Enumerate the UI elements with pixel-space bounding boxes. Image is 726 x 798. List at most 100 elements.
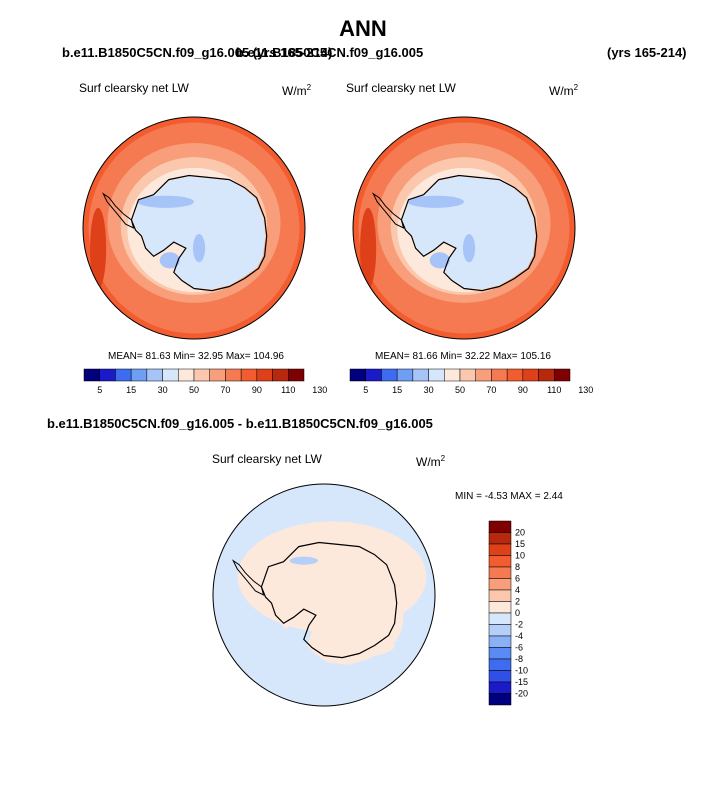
colorbar2-swatch-7	[459, 368, 476, 382]
panel2-field	[353, 117, 575, 339]
colorbar1-swatch-11	[256, 368, 273, 382]
panel2-border	[352, 116, 576, 340]
colorbar3-swatch-3	[488, 555, 512, 568]
colorbar3-label-3: 8	[515, 562, 520, 572]
colorbar3-swatch-2	[488, 543, 512, 556]
colorbar1-label-90: 90	[252, 385, 262, 395]
panel3-zone-neg	[289, 556, 318, 565]
colorbar3-label-1: 15	[515, 539, 525, 549]
panel2-zone-50b	[429, 252, 450, 269]
panel2-unit-exp: 2	[573, 83, 579, 92]
colorbar2-swatch-13	[554, 368, 571, 382]
panel1-peninsula	[101, 192, 135, 229]
panel1-zone-110	[90, 207, 107, 289]
panel2-unit: W/m2	[549, 83, 578, 98]
colorbar2-label-15: 15	[392, 385, 402, 395]
colorbar3-swatch-8	[488, 612, 512, 625]
colorbar3-swatch-5	[488, 578, 512, 591]
colorbar3-swatch-15	[488, 693, 512, 706]
colorbar2-swatch-9	[491, 368, 508, 382]
panel2-unit-text: W/m	[549, 84, 574, 98]
colorbar2-swatch-0	[349, 368, 366, 382]
colorbar3-swatch-7	[488, 601, 512, 614]
colorbar3-swatch-0	[488, 520, 512, 533]
colorbar3-swatch-14	[488, 681, 512, 694]
colorbar1-swatch-7	[193, 368, 210, 382]
panel3-zone-pos3	[313, 633, 395, 658]
panel1-coastline	[130, 174, 268, 292]
panel1-unit: W/m2	[282, 83, 311, 98]
colorbar3-label-8: -2	[515, 620, 523, 630]
colorbar2-swatch-10	[506, 368, 524, 382]
colorbar3-swatch-11	[488, 647, 512, 660]
panel3-unit: W/m2	[416, 454, 445, 469]
colorbar3-label-5: 4	[515, 585, 520, 595]
colorbar1-swatch-12	[272, 368, 289, 382]
colorbar3-label-0: 20	[515, 528, 525, 538]
panel2-label: Surf clearsky net LW	[346, 81, 456, 95]
panel3-stats: MIN = -4.53 MAX = 2.44	[455, 491, 563, 502]
colorbar1-label-15: 15	[126, 385, 136, 395]
colorbar1-swatch-8	[209, 368, 226, 382]
panel1-unit-text: W/m	[282, 84, 307, 98]
panel2-map	[352, 116, 576, 340]
panel1-label: Surf clearsky net LW	[79, 81, 189, 95]
panel3-unit-text: W/m	[416, 455, 441, 469]
colorbar1-label-50: 50	[189, 385, 199, 395]
panel3-peninsula	[231, 559, 265, 596]
panel3-border	[212, 483, 436, 707]
figure-title: ANN	[339, 16, 387, 41]
colorbar1-swatch-2	[115, 368, 132, 382]
colorbar2-label-50: 50	[455, 385, 465, 395]
colorbar3-label-4: 6	[515, 574, 520, 584]
colorbar1-swatch-9	[225, 368, 242, 382]
colorbar3-label-11: -8	[515, 654, 523, 664]
colorbar2-label-5: 5	[363, 385, 368, 395]
colorbar3-label-13: -15	[515, 677, 528, 687]
panel3-coastline	[260, 541, 398, 659]
panel2-peninsula	[371, 192, 405, 229]
colorbar2-swatch-6	[444, 368, 461, 382]
colorbar2-label-110: 110	[547, 385, 561, 395]
colorbar1-swatch-10	[240, 368, 258, 382]
colorbar1-swatch-13	[288, 368, 305, 382]
panel3-field	[213, 484, 435, 706]
panel1-field	[83, 117, 305, 339]
colorbar1-swatch-4	[146, 368, 163, 382]
panel1-unit-exp: 2	[306, 83, 312, 92]
panel2-zone-110	[360, 207, 377, 289]
panel1-zone-50c	[192, 234, 206, 263]
colorbar3-label-6: 2	[515, 597, 520, 607]
colorbar2-swatch-12	[538, 368, 555, 382]
panel1-stats: MEAN= 81.63 Min= 32.95 Max= 104.96	[108, 351, 284, 362]
diff-title: b.e11.B1850C5CN.f09_g16.005 - b.e11.B185…	[47, 416, 433, 431]
colorbar2-swatch-3	[396, 368, 414, 382]
colorbar3-label-2: 10	[515, 551, 525, 561]
panel2-zone-50a	[407, 195, 464, 208]
panel2-stats: MEAN= 81.66 Min= 32.22 Max= 105.16	[375, 351, 551, 362]
colorbar3-label-9: -4	[515, 631, 523, 641]
colorbar1-swatch-1	[99, 368, 116, 382]
panel3-label: Surf clearsky net LW	[212, 452, 322, 466]
colorbar3-label-12: -10	[515, 666, 528, 676]
panel1-border	[82, 116, 306, 340]
colorbar1-swatch-3	[130, 368, 148, 382]
colorbar1-label-30: 30	[158, 385, 168, 395]
panel2-zone-50c	[462, 234, 476, 263]
colorbar2-swatch-1	[365, 368, 382, 382]
colorbar3-swatch-10	[488, 635, 512, 648]
panel1-zone-50a	[137, 195, 194, 208]
colorbar3-label-10: -6	[515, 643, 523, 653]
colorbar2-label-130: 130	[578, 385, 593, 395]
case2-years: (yrs 165-214)	[607, 45, 687, 60]
case1-title: b.e11.B1850C5CN.f09_g16.005 (yrs 165-214…	[62, 45, 333, 60]
colorbar2-swatch-8	[475, 368, 492, 382]
case2-title: b.e11.B1850C5CN.f09_g16.005	[236, 45, 424, 60]
colorbar1-swatch-6	[178, 368, 195, 382]
colorbar3-swatch-12	[488, 658, 512, 671]
colorbar1-label-5: 5	[97, 385, 102, 395]
colorbar2-swatch-5	[428, 368, 445, 382]
colorbar3-swatch-1	[488, 532, 512, 545]
colorbar2-label-90: 90	[518, 385, 528, 395]
